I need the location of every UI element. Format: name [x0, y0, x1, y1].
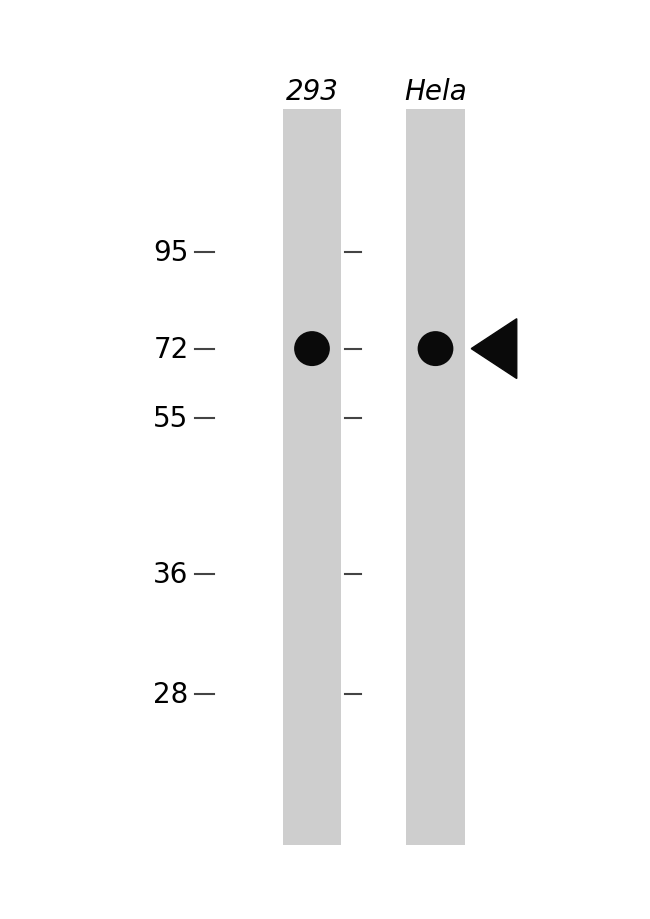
Ellipse shape	[417, 332, 454, 367]
Ellipse shape	[294, 332, 330, 367]
Text: 72: 72	[153, 335, 188, 363]
Text: Hela: Hela	[404, 78, 467, 106]
Text: 55: 55	[153, 404, 188, 432]
Text: 293: 293	[285, 78, 339, 106]
Text: 95: 95	[153, 239, 188, 267]
Bar	[406, 110, 465, 845]
Text: 36: 36	[153, 561, 188, 588]
Polygon shape	[471, 319, 517, 379]
Text: 28: 28	[153, 680, 188, 708]
Bar	[283, 110, 341, 845]
